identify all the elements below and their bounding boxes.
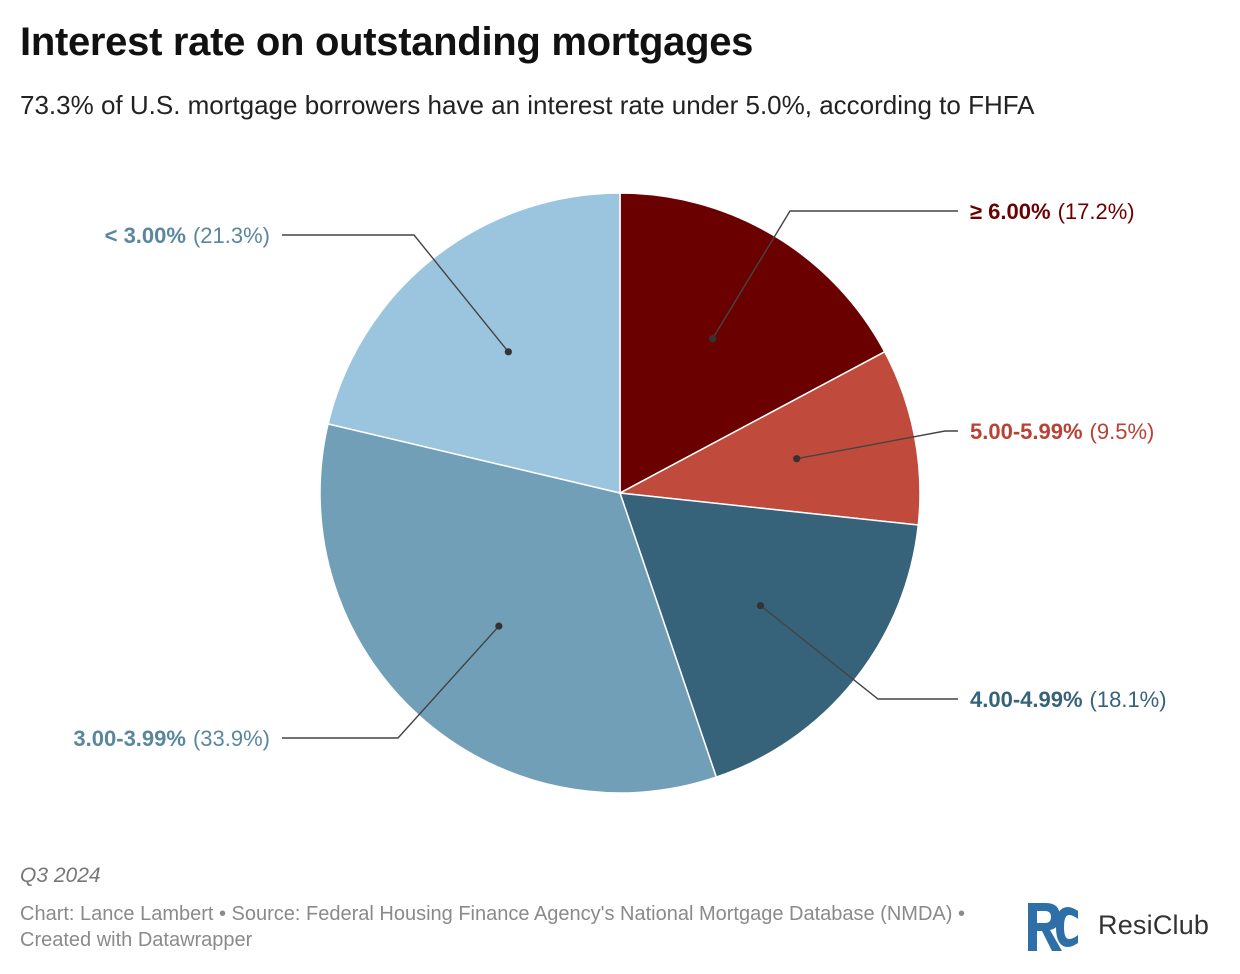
- leader-line: [760, 604, 958, 700]
- brand: ResiClub: [1024, 895, 1224, 955]
- slice-label-value: (33.9%): [193, 726, 270, 751]
- brand-name: ResiClub: [1098, 909, 1210, 940]
- slice-label: 5.00-5.99% (9.5%): [970, 419, 1154, 444]
- slice-label: ≥ 6.00% (17.2%): [970, 199, 1135, 224]
- leader-line: [282, 625, 500, 739]
- chart-notes: Q3 2024: [20, 864, 101, 887]
- slice-label-category: ≥ 6.00%: [970, 199, 1051, 224]
- slice-label-value: (17.2%): [1058, 199, 1135, 224]
- pie-chart: ≥ 6.00% (17.2%) 5.00-5.99% (9.5%) 4.00-4.99%…: [73, 192, 1167, 794]
- resiclub-logo-icon: [1028, 903, 1078, 951]
- slice-label: 4.00-4.99% (18.1%): [970, 687, 1167, 712]
- chart-footer: Chart: Lance Lambert • Source: Federal H…: [20, 903, 965, 951]
- leader-dot: [495, 622, 503, 630]
- leader-line: [796, 430, 958, 460]
- slice-label: < 3.00% (21.3%): [105, 223, 270, 248]
- leader-line: [712, 210, 958, 340]
- leader-line: [282, 234, 509, 353]
- chart-title: Interest rate on outstanding mortgages: [20, 20, 754, 64]
- slice-label-category: 4.00-4.99%: [970, 687, 1083, 712]
- slice-label-value: (9.5%): [1090, 419, 1155, 444]
- slice-label-category: 3.00-3.99%: [73, 726, 186, 751]
- leader-dot: [793, 455, 801, 463]
- chart-subtitle: 73.3% of U.S. mortgage borrowers have an…: [20, 90, 1035, 120]
- leader-dot: [708, 335, 717, 343]
- slice-label: 3.00-3.99% (33.9%): [73, 726, 270, 751]
- slice-label-value: (21.3%): [193, 223, 270, 248]
- slice-label-category: < 3.00%: [105, 223, 186, 248]
- leader-dot: [504, 348, 512, 356]
- slice-label-value: (18.1%): [1090, 687, 1167, 712]
- pie-slice-5-00-5-99: [617, 350, 921, 526]
- pie-slice-3-00: [327, 192, 621, 494]
- leader-dot: [756, 601, 765, 610]
- slice-label-category: 5.00-5.99%: [970, 419, 1083, 444]
